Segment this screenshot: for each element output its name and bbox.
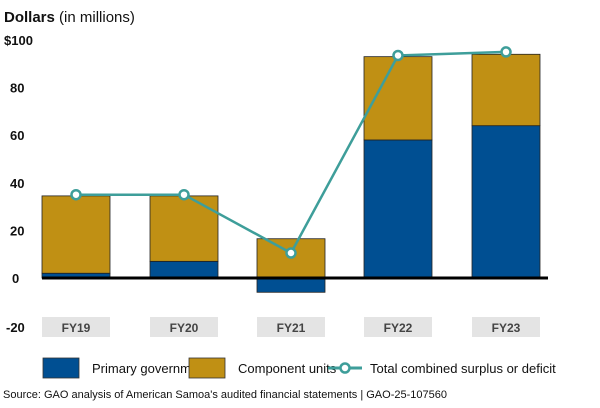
category-label-bg xyxy=(472,317,540,337)
legend-swatch-primary xyxy=(42,357,80,379)
category-label-bg xyxy=(150,317,218,337)
line-total-combined xyxy=(76,50,507,255)
line-point-total xyxy=(285,247,297,259)
category-label-bg xyxy=(364,317,432,337)
title-suffix: (in millions) xyxy=(59,9,135,26)
category-label-bg xyxy=(42,317,110,337)
line-point-total xyxy=(178,188,190,201)
legend-marker-total xyxy=(339,362,351,374)
bar-primary-government xyxy=(363,139,433,279)
legend-label-primary: Primary government xyxy=(92,361,209,376)
bar-component-units xyxy=(471,53,541,127)
category-label: FY23 xyxy=(492,321,521,335)
legend-label-component: Component units xyxy=(238,361,337,376)
category-label: FY20 xyxy=(170,321,199,335)
bar-primary-government xyxy=(149,260,219,279)
bar-component-units xyxy=(41,195,111,274)
line-point-total xyxy=(392,49,404,62)
category-label: FY19 xyxy=(62,321,91,335)
category-label-bg xyxy=(257,317,325,337)
title-main: Dollars xyxy=(4,9,55,26)
category-label: FY21 xyxy=(277,321,306,335)
y-tick-label: 80 xyxy=(10,81,24,96)
bar-primary-government xyxy=(256,277,326,293)
y-tick-label: 60 xyxy=(10,128,24,143)
line-point-total xyxy=(70,188,82,201)
legend: Primary government Component units Total… xyxy=(42,357,556,379)
legend-swatch-component xyxy=(188,357,226,379)
line-point-total xyxy=(500,46,512,58)
y-tick-label: 20 xyxy=(10,223,24,238)
legend-label-total: Total combined surplus or deficit xyxy=(370,361,556,376)
y-tick-label: 0 xyxy=(12,271,19,286)
source-note: Source: GAO analysis of American Samoa's… xyxy=(3,389,447,401)
y-tick-label: 40 xyxy=(10,176,24,191)
category-label: FY22 xyxy=(384,321,413,335)
y-tick-label: $100 xyxy=(4,33,33,48)
chart-title: Dollars (in millions) xyxy=(4,9,135,26)
bar-component-units xyxy=(149,195,219,262)
y-tick-label: -20 xyxy=(6,320,25,335)
bar-primary-government xyxy=(471,125,541,279)
